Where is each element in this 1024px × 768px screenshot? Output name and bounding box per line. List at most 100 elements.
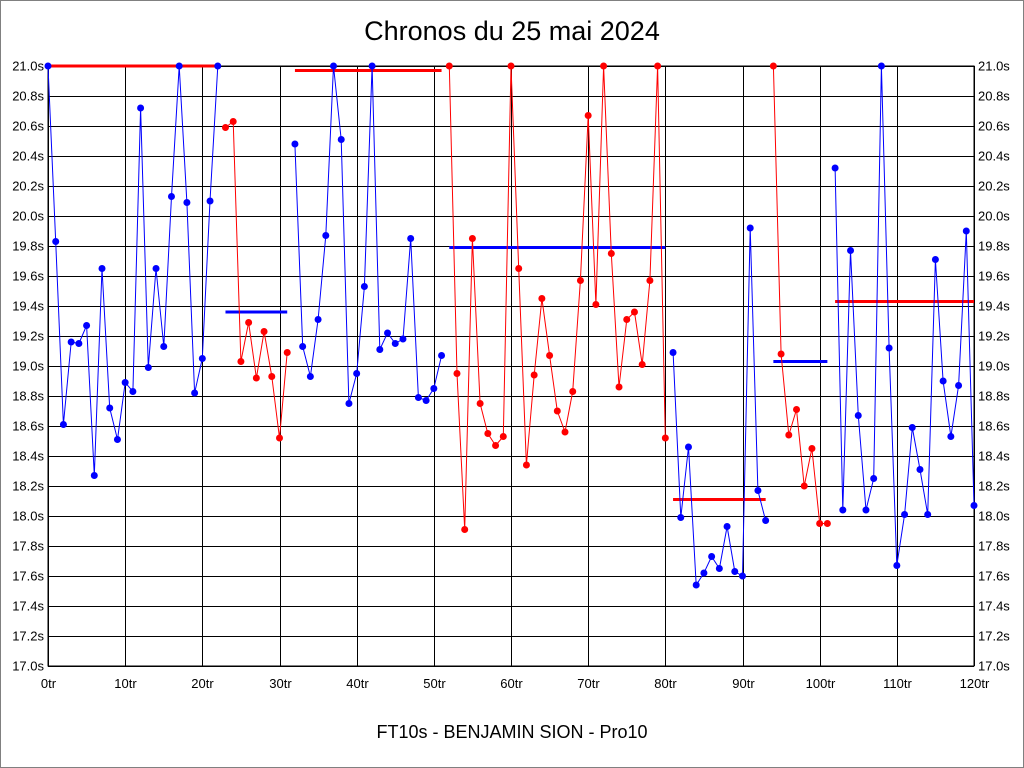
data-point (137, 104, 145, 112)
data-point (414, 394, 422, 401)
data-point (306, 373, 314, 380)
y-tick-label-right: 19.0s (978, 359, 1010, 374)
data-point (160, 343, 168, 350)
data-point (793, 406, 801, 413)
data-point (708, 553, 716, 560)
data-point (885, 344, 893, 352)
data-point (908, 424, 916, 431)
data-point (931, 256, 939, 263)
y-tick-label-right: 20.2s (978, 179, 1010, 194)
data-point (237, 358, 245, 365)
y-tick-label-left: 20.8s (12, 89, 44, 104)
data-point (438, 352, 446, 359)
data-point (330, 62, 338, 70)
data-point (198, 355, 206, 362)
data-point (422, 397, 430, 404)
data-point (515, 265, 523, 272)
data-point (584, 112, 592, 119)
y-tick-label-left: 17.6s (12, 569, 44, 584)
data-point (191, 389, 199, 397)
data-point (777, 350, 785, 358)
data-point (569, 388, 577, 395)
y-tick-label-left: 18.2s (12, 479, 44, 494)
data-point (916, 466, 924, 473)
data-point (260, 328, 268, 335)
x-tick-label: 110tr (883, 676, 912, 691)
x-tick-label: 100tr (806, 676, 836, 691)
data-point (276, 434, 283, 442)
y-tick-label-left: 19.2s (12, 329, 44, 344)
x-tick-label: 120tr (960, 676, 990, 691)
data-point (576, 277, 584, 284)
data-point (723, 523, 731, 530)
y-tick-label-left: 17.0s (12, 659, 44, 674)
data-point (229, 118, 237, 125)
data-point (52, 238, 60, 245)
data-point (839, 506, 847, 514)
y-tick-label-left: 20.4s (12, 149, 44, 164)
y-tick-label-right: 17.0s (978, 659, 1010, 674)
data-point (739, 572, 746, 580)
data-point (700, 569, 708, 577)
data-point (175, 62, 183, 70)
data-point (808, 445, 816, 452)
data-point (654, 62, 662, 70)
x-tick-label: 50tr (423, 676, 446, 691)
data-point (206, 197, 214, 205)
chart-title: Chronos du 25 mai 2024 (364, 16, 660, 46)
data-point (322, 232, 330, 239)
chart-footer-label: FT10s - BENJAMIN SION - Pro10 (376, 722, 648, 742)
data-point (893, 562, 901, 569)
y-tick-label-left: 18.4s (12, 449, 44, 464)
data-point (646, 277, 654, 284)
data-point (314, 316, 322, 323)
data-point (499, 433, 507, 440)
data-point (800, 482, 808, 490)
data-point (384, 329, 392, 337)
data-point (862, 506, 870, 514)
data-point (391, 340, 399, 347)
y-tick-label-left: 17.2s (12, 629, 44, 644)
y-tick-label-right: 18.2s (978, 479, 1010, 494)
data-point (214, 62, 222, 70)
y-tick-label-right: 19.4s (978, 299, 1010, 314)
y-tick-label-right: 18.6s (978, 419, 1010, 434)
data-point (461, 526, 469, 533)
data-point (183, 199, 191, 206)
data-point (538, 295, 546, 302)
data-point (283, 349, 291, 356)
data-point (762, 517, 770, 524)
y-tick-label-left: 19.0s (12, 359, 44, 374)
data-point (476, 400, 484, 407)
data-point (630, 308, 638, 316)
data-point (901, 511, 909, 518)
x-tick-label: 40tr (346, 676, 369, 691)
data-point (661, 434, 669, 442)
data-point (337, 136, 345, 143)
data-point (530, 371, 538, 379)
y-tick-label-left: 19.6s (12, 269, 44, 284)
y-tick-label-right: 18.8s (978, 389, 1010, 404)
y-tick-label-right: 17.8s (978, 539, 1010, 554)
data-point (407, 235, 415, 242)
data-point (831, 164, 839, 172)
data-point (453, 370, 461, 377)
data-point (970, 502, 978, 509)
data-point (816, 520, 824, 527)
data-point (592, 301, 600, 308)
y-tick-label-left: 19.8s (12, 239, 44, 254)
data-point (98, 265, 106, 272)
y-tick-label-left: 21.0s (12, 59, 44, 74)
data-point (607, 250, 615, 257)
y-tick-label-left: 20.2s (12, 179, 44, 194)
y-tick-label-right: 19.6s (978, 269, 1010, 284)
data-point (67, 338, 75, 346)
data-point (268, 373, 276, 380)
data-point (167, 193, 175, 200)
data-point (731, 568, 739, 575)
data-point (823, 520, 831, 527)
x-tick-label: 30tr (269, 676, 292, 691)
data-point (769, 62, 777, 70)
data-point (546, 352, 554, 359)
